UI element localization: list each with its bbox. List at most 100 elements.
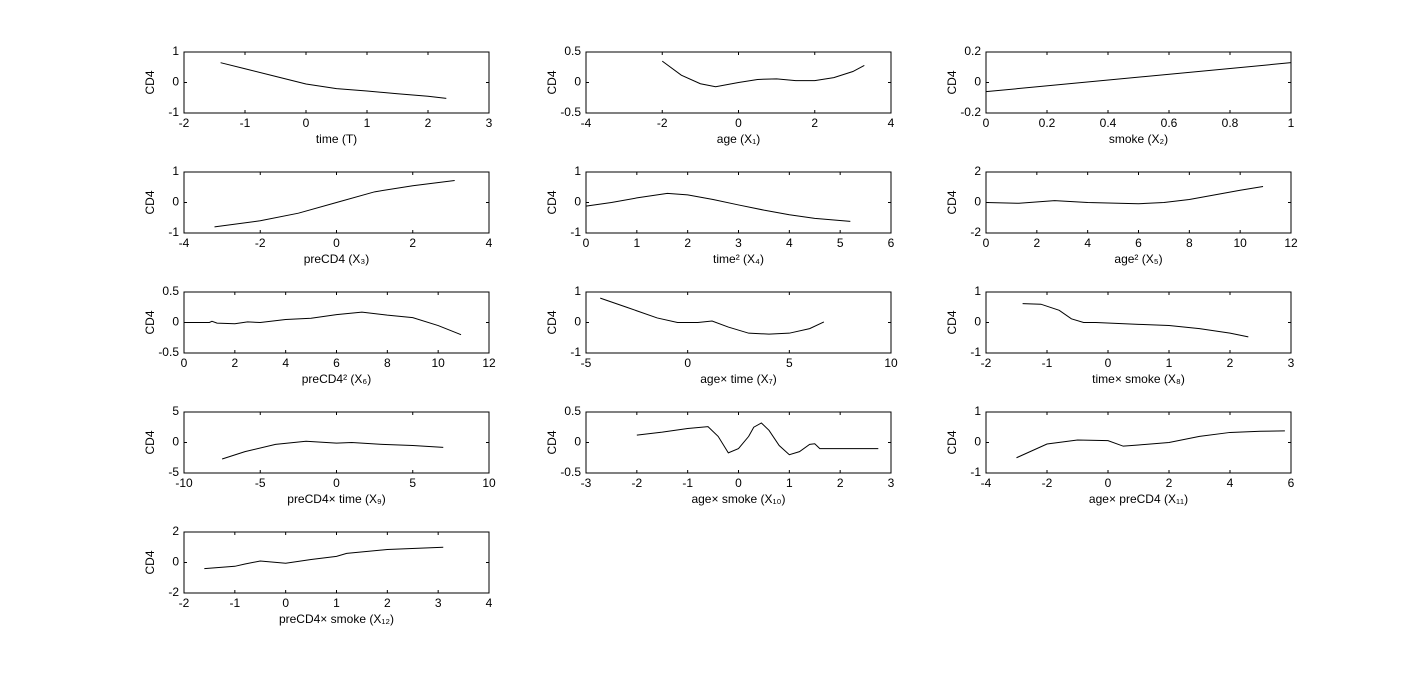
x-tick-label: 6 [888,236,895,250]
y-tick-label: 0 [574,435,581,449]
x-axis-label: age× smoke (X₁₀) [691,492,785,506]
y-tick-label: 2 [974,164,981,178]
x-tick-label: 0 [1105,356,1112,370]
x-tick-label: 5 [837,236,844,250]
x-axis-label: preCD4× smoke (X₁₂) [279,612,394,626]
x-tick-label: -1 [682,476,693,490]
y-axis-label: CD4 [945,190,959,214]
x-tick-label: 6 [1288,476,1295,490]
x-tick-label: 6 [1135,236,1142,250]
y-tick-label: 0.2 [964,44,981,58]
y-axis-label: CD4 [945,310,959,334]
y-tick-label: 0 [574,75,581,89]
subplot: -5 0 5 10 -1 0 1 age× time (X₇) CD4 [545,284,898,386]
x-tick-label: 3 [888,476,895,490]
axes-box [585,411,892,474]
axes-box [183,291,490,354]
x-tick-label: 0 [333,236,340,250]
x-tick-label: -2 [657,116,668,130]
x-tick-label: 3 [435,596,442,610]
curve [600,297,825,335]
subplot: -4 -2 0 2 4 6 -1 0 1 age× preCD4 (X₁₁) CD4 [945,404,1294,506]
y-tick-label: 0.5 [564,44,581,58]
y-tick-label: -1 [168,225,179,239]
x-tick-label: 0 [983,116,990,130]
x-tick-label: 0 [735,476,742,490]
x-axis-label: preCD4× time (X₉) [287,492,385,506]
y-tick-label: 2 [172,524,179,538]
y-tick-label: 1 [574,284,581,298]
x-tick-label: 10 [482,476,496,490]
x-tick-label: -5 [255,476,266,490]
x-tick-label: 1 [364,116,371,130]
x-tick-label: 8 [384,356,391,370]
x-tick-label: 4 [1084,236,1091,250]
x-tick-label: 0 [983,236,990,250]
x-tick-label: -2 [1042,476,1053,490]
curve [585,192,851,222]
x-tick-label: 0 [333,476,340,490]
x-axis-label: time× smoke (X₈) [1092,372,1185,386]
x-tick-label: -1 [1042,356,1053,370]
y-tick-label: 1 [974,404,981,418]
y-tick-label: 0 [172,315,179,329]
x-tick-label: 4 [486,596,493,610]
x-tick-label: -4 [179,236,190,250]
axes-box [585,291,892,354]
y-tick-label: -1 [570,345,581,359]
x-tick-label: -1 [229,596,240,610]
y-axis-label: CD4 [945,70,959,94]
y-tick-label: -0.2 [960,105,981,119]
curve [221,440,444,460]
x-tick-label: 0.8 [1222,116,1239,130]
x-tick-label: 2 [1033,236,1040,250]
x-tick-label: 0 [282,596,289,610]
y-axis-label: CD4 [143,430,157,454]
x-tick-label: -2 [179,116,190,130]
x-tick-label: 1 [633,236,640,250]
x-tick-label: 5 [786,356,793,370]
y-tick-label: 0.5 [564,404,581,418]
y-tick-label: 0 [974,435,981,449]
x-tick-label: 2 [409,236,416,250]
y-tick-label: 5 [172,404,179,418]
axes-box [985,51,1292,114]
x-axis-label: age (X₁) [717,132,760,146]
y-tick-label: -1 [168,105,179,119]
y-tick-label: 0 [172,195,179,209]
y-axis-label: CD4 [143,190,157,214]
x-tick-label: 2 [425,116,432,130]
x-tick-label: 6 [333,356,340,370]
x-tick-label: -2 [179,596,190,610]
x-tick-label: -2 [255,236,266,250]
x-tick-label: 12 [482,356,496,370]
y-tick-label: 0 [974,75,981,89]
x-tick-label: 2 [684,236,691,250]
curve [214,180,455,228]
x-tick-label: 4 [282,356,289,370]
x-tick-label: 0 [684,356,691,370]
x-tick-label: 5 [409,476,416,490]
x-tick-label: 1 [1288,116,1295,130]
x-tick-label: -2 [631,476,642,490]
y-tick-label: 0 [974,195,981,209]
x-tick-label: -2 [981,356,992,370]
x-tick-label: -4 [581,116,592,130]
axes-box [985,171,1292,234]
curve [1016,430,1285,459]
y-axis-label: CD4 [545,310,559,334]
y-tick-label: 1 [574,164,581,178]
x-tick-label: 2 [1166,476,1173,490]
y-axis-label: CD4 [545,430,559,454]
y-axis-label: CD4 [545,70,559,94]
x-tick-label: 0.4 [1100,116,1117,130]
y-tick-label: 0 [172,75,179,89]
y-tick-label: -2 [168,585,179,599]
x-tick-label: 0 [303,116,310,130]
x-tick-label: 2 [811,116,818,130]
x-tick-label: 4 [1227,476,1234,490]
x-tick-label: 3 [1288,356,1295,370]
